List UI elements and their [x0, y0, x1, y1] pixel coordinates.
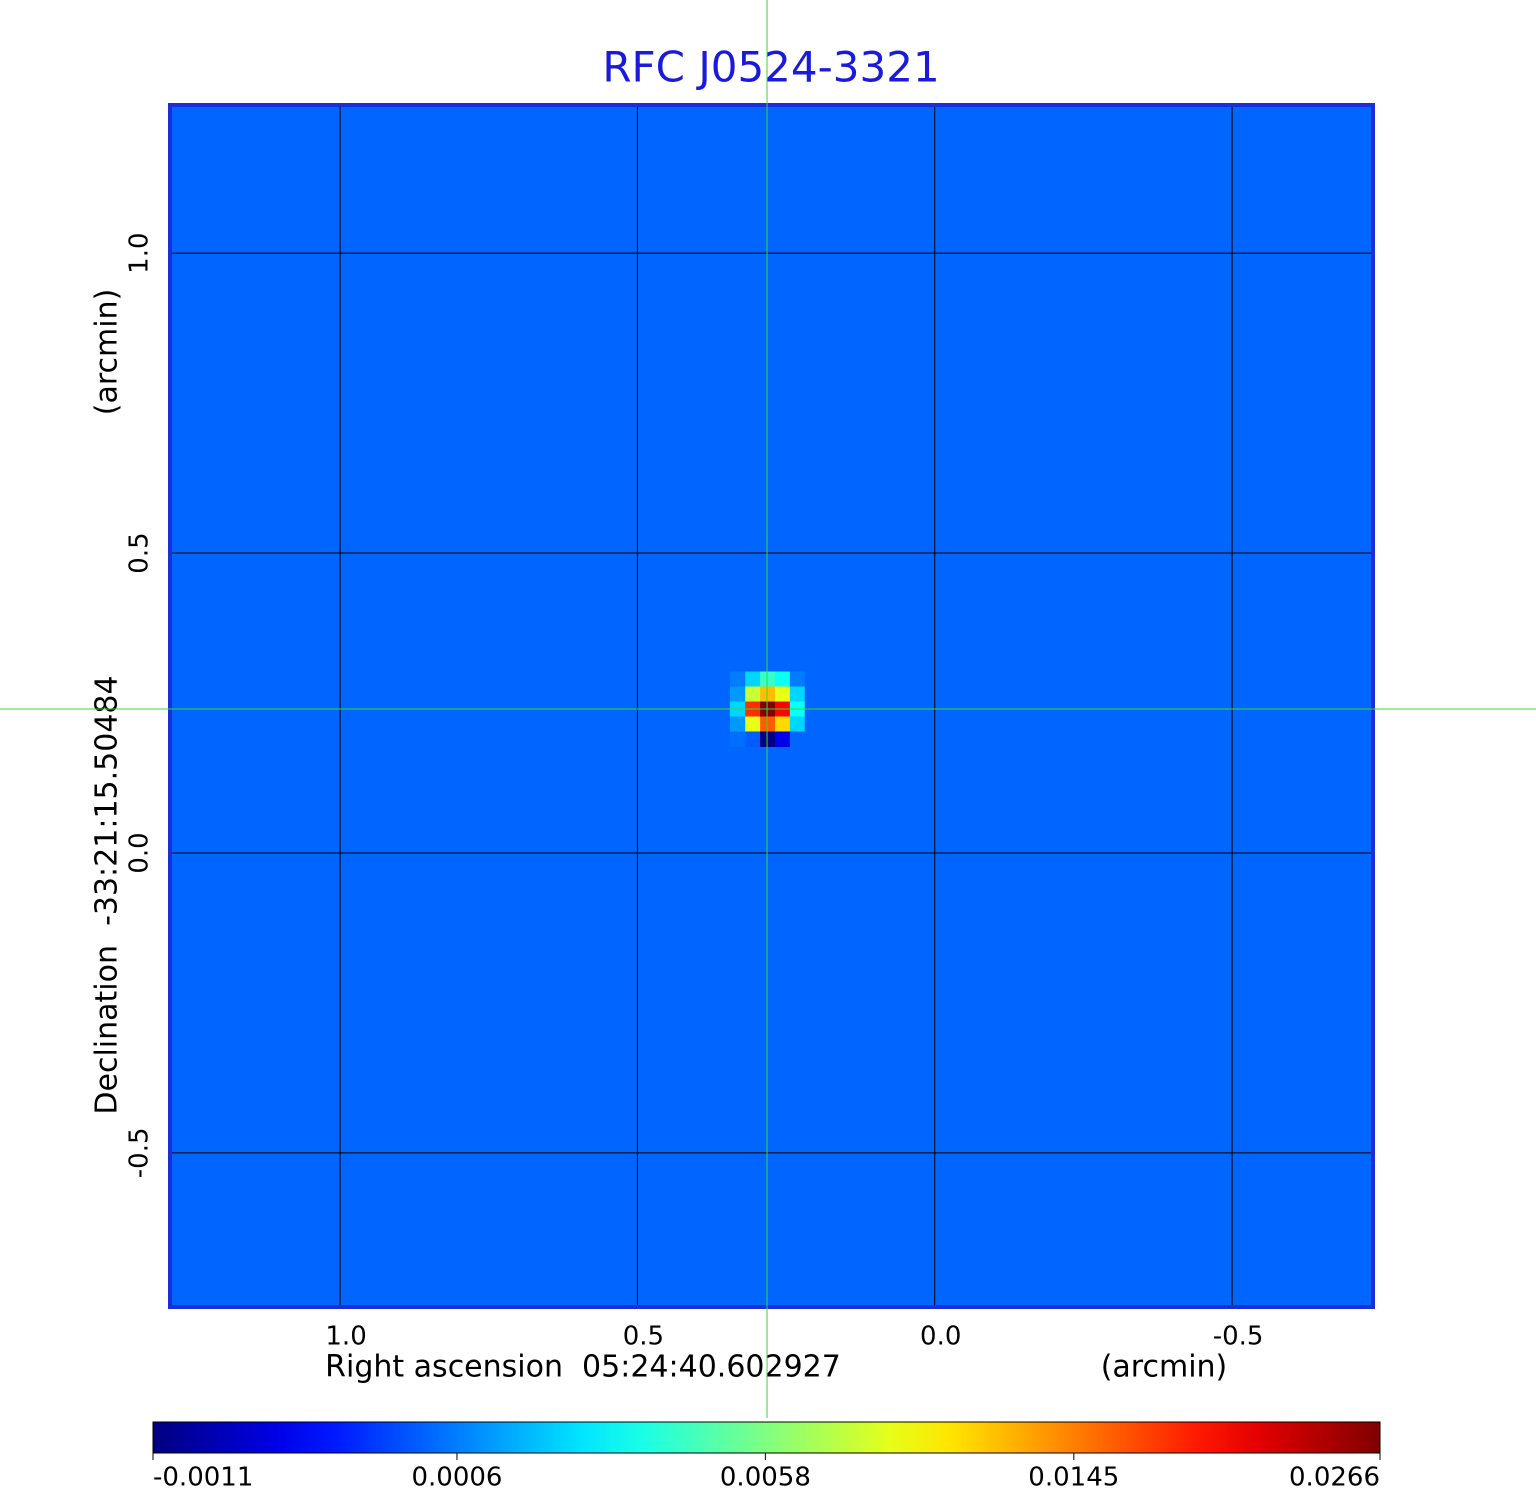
image-pixel [744, 686, 761, 703]
colorbar-tick-label: 0.0266 [1289, 1463, 1380, 1493]
x-tick-label: -0.5 [1213, 1322, 1264, 1352]
y-tick-label: 1.0 [125, 232, 155, 273]
colorbar-tick-label: 0.0145 [1028, 1463, 1119, 1493]
image-pixel [789, 686, 805, 703]
colorbar-tick-label: -0.0011 [153, 1463, 253, 1493]
image-pixel [729, 671, 746, 688]
plot-area [170, 105, 1373, 1307]
y-axis-unit: (arcmin) [90, 289, 125, 416]
image-pixel [744, 731, 761, 747]
image-pixel [789, 731, 805, 747]
x-axis-label: Right ascension 05:24:40.602927 [325, 1350, 841, 1385]
image-pixel [729, 731, 746, 747]
image-pixel [789, 671, 805, 688]
chart-title: RFC J0524-3321 [602, 43, 939, 92]
image-pixel [774, 716, 790, 732]
colorbar-tick-label: 0.0058 [720, 1463, 811, 1493]
y-tick-label: 0.5 [125, 532, 155, 573]
x-axis-unit: (arcmin) [1101, 1350, 1228, 1385]
image-pixel [744, 671, 761, 688]
plot-frame [168, 103, 1375, 1309]
y-tick-label: -0.5 [125, 1127, 155, 1178]
image-pixel [774, 686, 790, 703]
colorbar-tick-label: 0.0006 [411, 1463, 502, 1493]
image-pixel [774, 671, 790, 688]
image-pixel [729, 716, 746, 732]
image-pixel [774, 731, 790, 747]
colorbar [152, 1421, 1381, 1454]
image-pixel [729, 686, 746, 703]
x-tick-label: 1.0 [325, 1322, 366, 1352]
x-tick-label: 0.5 [623, 1322, 664, 1352]
y-tick-label: 0.0 [125, 832, 155, 873]
x-tick-label: 0.0 [920, 1322, 961, 1352]
image-pixel [744, 716, 761, 732]
image-pixel [789, 716, 805, 732]
y-axis-label: Declination -33:21:15.50484 [90, 675, 125, 1114]
